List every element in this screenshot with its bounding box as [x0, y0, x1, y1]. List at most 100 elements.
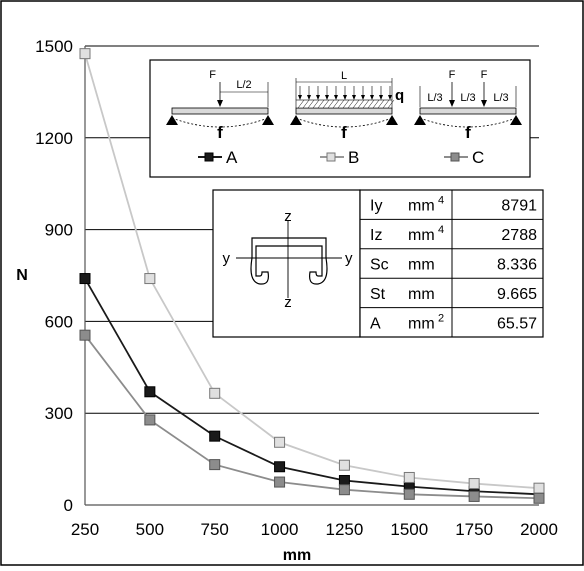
series-group — [79, 48, 545, 504]
channel-profile — [250, 237, 328, 285]
z-axis-label-bottom: z — [284, 294, 292, 311]
y-tick-label-5: 1500 — [35, 37, 73, 56]
property-unit-2: mm — [408, 257, 435, 274]
force-label-c2: F — [481, 69, 488, 81]
load-arrowhead — [370, 95, 374, 100]
x-tick-label-3: 1000 — [261, 520, 299, 539]
hatch-line — [372, 99, 380, 109]
y-tick-label-2: 600 — [45, 312, 73, 331]
deflection-curve-a — [171, 117, 269, 128]
series-line-C — [84, 334, 540, 500]
marker-B-4 — [338, 459, 350, 471]
force-label-a: F — [209, 69, 216, 81]
property-unit-exp-1: 4 — [438, 224, 444, 236]
support-right-c — [510, 115, 522, 125]
dim-label-c3: L/3 — [493, 92, 508, 104]
force-arrowhead-c1 — [449, 100, 455, 107]
marker-B-1 — [144, 273, 156, 285]
x-tick-label-6: 1750 — [455, 520, 493, 539]
hatch-line — [377, 99, 385, 109]
property-value-0: 8791 — [501, 198, 537, 215]
hatch-line — [332, 99, 340, 109]
hatch-line — [352, 99, 360, 109]
marker-B-6 — [468, 478, 480, 490]
property-symbol-1: Iz — [370, 227, 382, 244]
deflection-curve-b — [295, 117, 393, 128]
load-arrowhead — [361, 95, 365, 100]
load-cases-panel: F L/2 f L q f — [149, 59, 531, 178]
load-arrowhead — [352, 95, 356, 100]
support-right-a — [262, 115, 274, 125]
marker-B-0 — [79, 48, 91, 60]
hatch-line — [357, 99, 365, 109]
hatch-line — [382, 99, 390, 109]
load-label-b: q — [395, 87, 404, 104]
marker-A-4 — [338, 475, 350, 487]
x-axis-title: mm — [283, 547, 311, 564]
x-tick-label-7: 2000 — [520, 520, 558, 539]
distributed-load-hatch-b — [297, 99, 395, 109]
legend-label-A: A — [226, 148, 238, 167]
property-symbol-2: Sc — [370, 257, 389, 274]
force-arrowhead-a — [217, 100, 223, 107]
hatch-line — [312, 99, 320, 109]
marker-A-2 — [209, 430, 221, 442]
support-left-b — [290, 115, 302, 125]
marker-C-6 — [468, 490, 480, 502]
support-right-b — [386, 115, 398, 125]
hatch-line — [322, 99, 330, 109]
x-tick-label-4: 1250 — [326, 520, 364, 539]
deflection-label-a: f — [217, 123, 223, 142]
marker-C-1 — [144, 414, 156, 426]
load-case-c: F F L/3 L/3 L/3 f — [414, 69, 522, 142]
section-drawing-box — [212, 189, 361, 338]
hatch-line — [347, 99, 355, 109]
y-tick-label-3: 900 — [45, 221, 73, 240]
marker-A-3 — [274, 461, 286, 473]
property-unit-exp-4: 2 — [438, 312, 444, 324]
legend: A B C — [198, 148, 484, 167]
dim-label-a: L/2 — [236, 79, 251, 91]
load-arrowhead — [343, 95, 347, 100]
hatch-line — [367, 99, 375, 109]
property-unit-4: mm — [408, 315, 435, 332]
hatch-line — [317, 99, 325, 109]
force-arrowhead-c2 — [481, 100, 487, 107]
marker-B-7 — [533, 482, 545, 494]
distributed-load-arrows-b — [298, 86, 392, 100]
beam-a — [171, 107, 269, 115]
load-arrowhead — [325, 95, 329, 100]
x-tick-label-1: 500 — [136, 520, 164, 539]
legend-marker-B — [326, 152, 336, 162]
deflection-label-b: f — [341, 123, 347, 142]
y-axis-label-right: y — [345, 250, 353, 267]
marker-B-3 — [274, 436, 286, 448]
support-left-a — [166, 115, 178, 125]
force-label-c1: F — [449, 69, 456, 81]
legend-label-C: C — [472, 148, 484, 167]
beam-c — [419, 107, 517, 115]
beam-b — [295, 107, 393, 115]
property-value-4: 65.57 — [497, 315, 537, 332]
load-arrowhead — [307, 95, 311, 100]
marker-A-0 — [79, 273, 91, 285]
property-value-1: 2788 — [501, 227, 537, 244]
series-line-B — [84, 53, 540, 490]
span-label-b: L — [341, 70, 347, 82]
property-value-2: 8.336 — [497, 257, 537, 274]
property-unit-exp-0: 4 — [438, 195, 444, 207]
property-value-3: 9.665 — [497, 286, 537, 303]
load-case-a: F L/2 f — [166, 69, 274, 142]
marker-B-2 — [209, 387, 221, 399]
y-tick-label-4: 1200 — [35, 129, 73, 148]
load-arrowhead — [316, 95, 320, 100]
hatch-line — [297, 99, 305, 109]
hatch-line — [307, 99, 315, 109]
hatch-line — [327, 99, 335, 109]
x-tick-label-5: 1500 — [390, 520, 428, 539]
property-unit-0: mm — [408, 198, 435, 215]
y-tick-label-1: 300 — [45, 404, 73, 423]
